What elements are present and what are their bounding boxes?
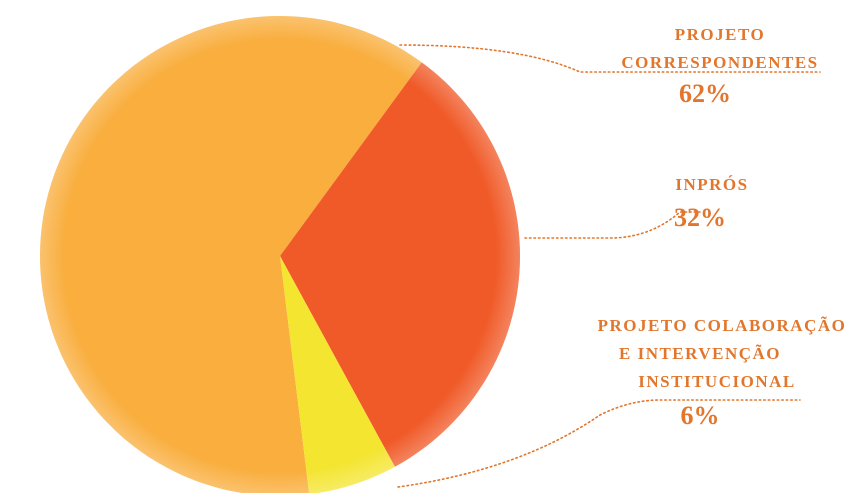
- value-label: 6%: [681, 401, 720, 430]
- category-label: INPRÓS: [675, 175, 748, 194]
- category-label: INSTITUCIONAL: [638, 372, 795, 391]
- leader-line: [399, 44, 821, 73]
- category-label: PROJETO: [675, 25, 765, 44]
- value-label: 32%: [674, 203, 726, 232]
- leader-line: [397, 399, 801, 488]
- leader-line: [524, 211, 701, 239]
- category-label: PROJETO COLABORAÇÃO: [598, 316, 844, 335]
- labels: PROJETO CORRESPONDENTES 62% INPRÓS 32% PROJET…: [598, 25, 844, 430]
- pie-gloss: [40, 16, 520, 493]
- category-label: E INTERVENÇÃO: [619, 344, 781, 363]
- value-label: 62%: [679, 79, 731, 108]
- category-label: CORRESPONDENTES: [621, 53, 818, 72]
